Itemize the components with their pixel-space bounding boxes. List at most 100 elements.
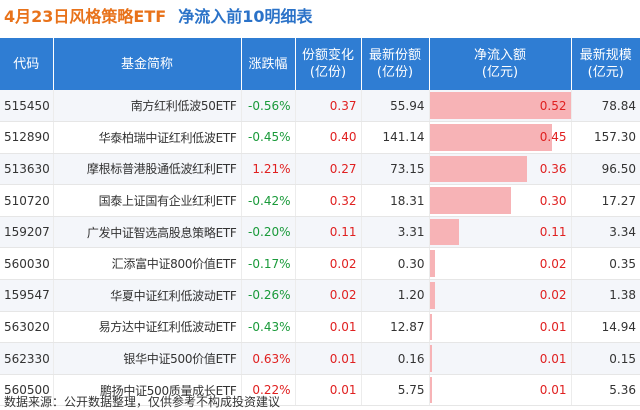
fund-code-cell: 560500 [0,374,54,407]
share-change-cell: 0.01 [295,311,362,344]
price-change-cell: 1.21% [241,153,296,186]
price-change-cell: -0.43% [241,311,296,344]
share-change-cell: 0.40 [295,121,362,154]
net-inflow-value: 0.52 [539,98,567,113]
table-row: 159207 广发中证智选高股息策略ETF -0.20% 0.11 3.31 0.11 3.… [0,216,640,249]
net-inflow-cell: 0.01 [429,342,572,375]
fund-name-cell: 汇添富中证800价值ETF [53,247,242,281]
data-source-note: 数据来源：公开数据整理，仅供参考不构成投资建议 [4,395,281,409]
header-name: 基金简称 [53,38,242,90]
fund-name-cell: 国泰上证国有企业红利ETF [53,184,242,217]
table-row: 159547 华夏中证红利低波动ETF -0.26% 0.02 1.20 0.02 1.38 [0,279,640,312]
fund-size-cell: 0.15 [571,342,640,375]
net-inflow-value: 0.01 [539,319,567,334]
net-inflow-cell: 0.30 [429,184,572,217]
net-inflow-cell: 0.02 [429,247,572,281]
header-code: 代码 [0,38,54,90]
share-change-cell: 0.02 [295,247,362,281]
price-change-cell: -0.20% [241,216,296,249]
fund-size-cell: 3.34 [571,216,640,249]
net-inflow-bar [429,345,433,372]
net-inflow-value: 0.02 [539,256,567,271]
net-inflow-bar [429,92,570,120]
share-total-cell: 0.30 [361,247,430,281]
share-total-cell: 55.94 [361,90,430,123]
price-change-cell: -0.45% [241,121,296,154]
net-inflow-bar [429,218,460,246]
price-change-cell: 0.63% [241,342,296,375]
share-total-cell: 0.16 [361,342,430,375]
price-change-cell: -0.56% [241,90,296,123]
share-change-cell: 0.37 [295,90,362,123]
share-change-cell: 0.11 [295,216,362,249]
fund-code-cell: 159207 [0,216,54,249]
net-inflow-bar [429,124,552,151]
price-change-cell: -0.26% [241,279,296,312]
table-row: 510720 国泰上证国有企业红利ETF -0.42% 0.32 18.31 0.30 17… [0,184,640,217]
fund-code-cell: 515450 [0,90,54,123]
header-share-change: 份额变化 (亿份) [295,38,362,90]
fund-size-cell: 157.30 [571,121,640,154]
fund-size-cell: 14.94 [571,311,640,344]
fund-code-cell: 159547 [0,279,54,312]
fund-name-cell: 鹏扬中证500质量成长ETF [53,374,242,407]
fund-size-cell: 17.27 [571,184,640,217]
table-header-row: 代码 基金简称 涨跌幅 份额变化 (亿份) 最新份额 (亿份) 净流入额 (亿元) 最… [0,38,640,90]
net-inflow-value: 0.36 [539,161,567,176]
share-total-cell: 73.15 [361,153,430,186]
price-change-cell: -0.17% [241,247,296,281]
share-total-cell: 141.14 [361,121,430,154]
title-sub: 净流入前10明细表 [178,7,313,26]
net-inflow-value: 0.30 [539,193,567,208]
net-inflow-cell: 0.02 [429,279,572,312]
fund-name-cell: 银华中证500价值ETF [53,342,242,375]
table-row: 562330 银华中证500价值ETF 0.63% 0.01 0.16 0.01 0.15 [0,342,640,375]
fund-name-cell: 易方达中证红利低波动ETF [53,311,242,344]
net-inflow-bar [429,313,433,341]
table-row: 515450 南方红利低波50ETF -0.56% 0.37 55.94 0.52 78.8… [0,90,640,123]
header-change: 涨跌幅 [241,38,296,90]
fund-size-cell: 0.35 [571,247,640,281]
net-inflow-cell: 0.11 [429,216,572,249]
header-share-total: 最新份额 (亿份) [361,38,430,90]
share-change-cell: 0.01 [295,374,362,407]
table-row: 513630 摩根标普港股通低波红利ETF 1.21% 0.27 73.15 0.36 96… [0,153,640,186]
page-title: 4月23日风格策略ETF 净流入前10明细表 [4,3,312,31]
share-total-cell: 12.87 [361,311,430,344]
net-inflow-cell: 0.52 [429,90,572,123]
share-change-cell: 0.32 [295,184,362,217]
table-row: 512890 华泰柏瑞中证红利低波ETF -0.45% 0.40 141.14 0.45 1… [0,121,640,154]
table-row: 563020 易方达中证红利低波动ETF -0.43% 0.01 12.87 0.01 14… [0,311,640,344]
fund-name-cell: 华泰柏瑞中证红利低波ETF [53,121,242,154]
fund-code-cell: 563020 [0,311,54,344]
share-total-cell: 18.31 [361,184,430,217]
net-inflow-cell: 0.36 [429,153,572,186]
net-inflow-bar [429,282,435,309]
table-row: 560500 鹏扬中证500质量成长ETF 0.22% 0.01 5.75 0.01 5.3… [0,374,640,407]
net-inflow-cell: 0.01 [429,311,572,344]
fund-size-cell: 96.50 [571,153,640,186]
net-inflow-value: 0.11 [539,225,567,240]
share-total-cell: 3.31 [361,216,430,249]
fund-code-cell: 560030 [0,247,54,281]
fund-code-cell: 512890 [0,121,54,154]
net-inflow-bar [429,187,511,214]
net-inflow-value: 0.02 [539,288,567,303]
fund-name-cell: 摩根标普港股通低波红利ETF [53,153,242,186]
net-inflow-value: 0.01 [539,383,567,398]
price-change-cell: -0.42% [241,184,296,217]
header-net-inflow: 净流入额 (亿元) [429,38,572,90]
fund-name-cell: 广发中证智选高股息策略ETF [53,216,242,249]
fund-size-cell: 5.36 [571,374,640,407]
net-inflow-cell: 0.01 [429,374,572,407]
fund-code-cell: 513630 [0,153,54,186]
fund-name-cell: 南方红利低波50ETF [53,90,242,123]
share-total-cell: 5.75 [361,374,430,407]
share-change-cell: 0.02 [295,279,362,312]
table-row: 560030 汇添富中证800价值ETF -0.17% 0.02 0.30 0.02 0.3… [0,247,640,281]
fund-code-cell: 562330 [0,342,54,375]
header-size: 最新规模 (亿元) [571,38,640,90]
share-change-cell: 0.27 [295,153,362,186]
fund-size-cell: 78.84 [571,90,640,123]
net-inflow-value: 0.01 [539,351,567,366]
